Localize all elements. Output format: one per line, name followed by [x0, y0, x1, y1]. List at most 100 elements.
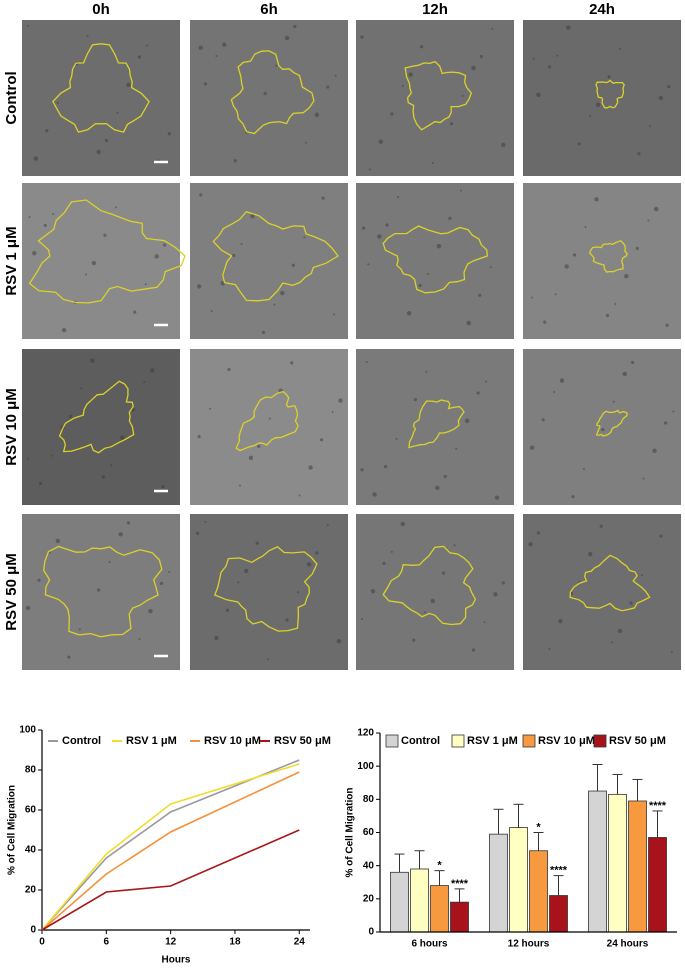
speck	[528, 542, 533, 547]
speck	[667, 84, 671, 89]
speck	[554, 293, 557, 296]
speck	[378, 139, 384, 144]
speck	[367, 263, 370, 266]
column-label: 0h	[92, 1, 110, 18]
speck	[68, 414, 72, 418]
speck	[471, 648, 476, 652]
speck	[334, 74, 337, 77]
speck	[27, 25, 29, 27]
speck	[641, 574, 644, 577]
wound-outline	[382, 545, 477, 626]
speck	[203, 82, 208, 86]
speck	[648, 124, 651, 127]
speck	[67, 655, 71, 659]
speck	[390, 550, 393, 553]
micrograph	[22, 20, 180, 176]
speck	[361, 226, 366, 230]
speck	[536, 531, 541, 535]
bar	[588, 790, 607, 933]
speck	[27, 457, 30, 460]
speck	[196, 284, 202, 289]
speck	[91, 260, 97, 266]
speck	[114, 206, 117, 209]
speck	[577, 142, 581, 146]
speck	[149, 368, 155, 373]
speck	[430, 598, 435, 604]
speck	[390, 112, 394, 116]
legend-label: RSV 10 μM	[538, 735, 595, 747]
speck	[167, 132, 171, 136]
speck	[614, 303, 617, 306]
speck	[413, 397, 417, 402]
speck	[426, 273, 429, 276]
speck	[617, 628, 623, 634]
wound-outline	[595, 409, 628, 437]
speck	[326, 85, 330, 89]
speck	[314, 112, 320, 118]
legend-swatch	[593, 734, 607, 748]
speck	[210, 310, 213, 313]
speck	[372, 492, 377, 497]
speck	[96, 149, 101, 155]
speck	[658, 95, 664, 101]
speck	[453, 544, 456, 547]
speck	[370, 588, 376, 594]
speck	[443, 474, 447, 479]
speck	[601, 427, 605, 432]
speck	[291, 263, 295, 267]
speck	[161, 485, 165, 489]
speck	[461, 94, 464, 97]
bar	[648, 837, 667, 933]
speck	[298, 494, 301, 497]
significance: ****	[550, 865, 568, 877]
speck	[629, 601, 633, 605]
speck	[418, 283, 422, 288]
bar	[628, 800, 647, 933]
speck	[548, 648, 551, 651]
speck	[255, 541, 259, 545]
speck	[227, 367, 231, 372]
speck	[238, 484, 241, 487]
micrograph	[523, 349, 681, 505]
micrograph	[22, 183, 180, 339]
speck	[408, 72, 413, 77]
speck	[501, 581, 505, 585]
speck	[619, 47, 622, 50]
speck	[248, 455, 254, 461]
speck	[137, 55, 142, 59]
micrograph	[356, 349, 514, 505]
speck	[52, 212, 55, 215]
speck	[240, 242, 243, 245]
speck	[43, 223, 47, 228]
speck	[154, 254, 159, 259]
speck	[148, 608, 153, 614]
speck	[61, 327, 67, 333]
bar	[608, 793, 627, 933]
speck	[397, 196, 400, 199]
speck	[553, 390, 556, 393]
y-tick-label: 60	[363, 827, 375, 838]
bar	[430, 885, 449, 933]
speck	[333, 313, 336, 316]
speck	[336, 639, 342, 644]
wound-outline	[52, 43, 150, 133]
y-tick-label: 20	[25, 885, 37, 896]
speck	[37, 578, 41, 582]
y-tick-label: 0	[368, 927, 374, 938]
speck	[360, 468, 364, 472]
speck	[559, 378, 565, 383]
speck	[582, 467, 585, 470]
speck	[599, 524, 603, 528]
speck	[285, 618, 289, 622]
speck	[33, 156, 39, 161]
speck	[605, 313, 610, 318]
speck	[215, 55, 218, 58]
speck	[607, 75, 611, 79]
speck	[531, 296, 534, 299]
speck	[558, 619, 563, 624]
wound-outline	[212, 210, 339, 302]
speck	[78, 628, 81, 631]
speck	[436, 243, 442, 249]
speck	[204, 520, 207, 523]
x-tick-label: 18	[229, 937, 241, 948]
